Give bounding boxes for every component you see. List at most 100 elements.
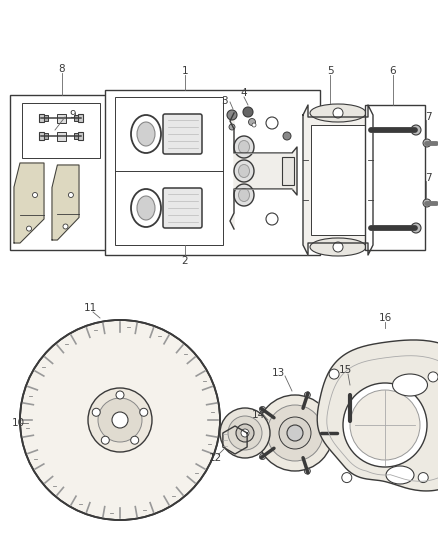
Circle shape xyxy=(343,383,427,467)
Bar xyxy=(74,133,78,139)
Circle shape xyxy=(260,407,265,413)
Circle shape xyxy=(227,110,237,120)
Circle shape xyxy=(342,473,352,482)
Circle shape xyxy=(350,390,420,460)
Bar xyxy=(10,95,115,250)
Polygon shape xyxy=(52,165,79,240)
Bar xyxy=(311,125,365,235)
Bar xyxy=(44,133,47,139)
Text: 10: 10 xyxy=(11,418,25,428)
Text: 13: 13 xyxy=(272,368,285,378)
Circle shape xyxy=(332,430,338,436)
Polygon shape xyxy=(223,426,247,454)
Bar xyxy=(39,115,44,122)
Bar xyxy=(78,115,83,122)
Text: 4: 4 xyxy=(241,88,247,98)
Text: 1: 1 xyxy=(182,66,188,76)
Text: 3: 3 xyxy=(221,96,227,106)
Circle shape xyxy=(63,224,68,229)
Circle shape xyxy=(266,117,278,129)
Ellipse shape xyxy=(137,196,155,220)
Circle shape xyxy=(423,139,431,147)
Circle shape xyxy=(411,223,421,233)
Circle shape xyxy=(333,108,343,118)
Text: 15: 15 xyxy=(339,365,352,375)
Text: 7: 7 xyxy=(425,173,431,183)
Circle shape xyxy=(140,408,148,416)
Text: 2: 2 xyxy=(182,256,188,266)
Circle shape xyxy=(20,320,220,520)
Circle shape xyxy=(116,391,124,399)
Circle shape xyxy=(252,123,256,127)
Circle shape xyxy=(228,416,262,450)
Circle shape xyxy=(241,429,249,437)
Ellipse shape xyxy=(131,115,161,153)
Ellipse shape xyxy=(239,165,250,177)
FancyBboxPatch shape xyxy=(163,114,202,154)
Bar xyxy=(22,103,100,158)
Circle shape xyxy=(98,398,142,442)
Circle shape xyxy=(428,372,438,382)
Polygon shape xyxy=(303,105,373,255)
Circle shape xyxy=(228,433,242,447)
Circle shape xyxy=(304,392,311,398)
Circle shape xyxy=(333,242,343,252)
Bar xyxy=(78,132,83,140)
Circle shape xyxy=(101,436,110,444)
Bar xyxy=(105,90,320,255)
Circle shape xyxy=(267,405,323,461)
Text: 12: 12 xyxy=(208,453,222,463)
Circle shape xyxy=(243,107,253,117)
Bar xyxy=(44,115,47,120)
Circle shape xyxy=(232,437,239,443)
Circle shape xyxy=(220,408,270,458)
Text: 14: 14 xyxy=(251,410,265,420)
Bar xyxy=(39,132,44,140)
Polygon shape xyxy=(317,340,438,491)
Circle shape xyxy=(27,226,32,231)
Circle shape xyxy=(32,192,38,198)
Circle shape xyxy=(411,125,421,135)
Ellipse shape xyxy=(239,189,250,201)
Circle shape xyxy=(68,192,74,198)
Text: 8: 8 xyxy=(59,64,65,74)
Text: 11: 11 xyxy=(83,303,97,313)
Ellipse shape xyxy=(386,466,414,484)
Circle shape xyxy=(131,436,139,444)
Text: 6: 6 xyxy=(390,66,396,76)
Ellipse shape xyxy=(234,136,254,158)
Bar xyxy=(115,97,223,245)
Ellipse shape xyxy=(239,141,250,154)
Circle shape xyxy=(236,424,254,442)
Polygon shape xyxy=(14,163,44,243)
Circle shape xyxy=(283,132,291,140)
Circle shape xyxy=(266,213,278,225)
Circle shape xyxy=(418,473,428,482)
Circle shape xyxy=(257,395,333,471)
Text: 7: 7 xyxy=(425,112,431,122)
Ellipse shape xyxy=(137,122,155,146)
Text: 9: 9 xyxy=(70,110,76,120)
Circle shape xyxy=(304,468,311,474)
Circle shape xyxy=(423,199,431,207)
Circle shape xyxy=(112,412,128,428)
Circle shape xyxy=(287,425,303,441)
Ellipse shape xyxy=(234,160,254,182)
Ellipse shape xyxy=(310,238,366,256)
Text: 5: 5 xyxy=(327,66,333,76)
Circle shape xyxy=(229,124,235,130)
Circle shape xyxy=(260,454,265,459)
Circle shape xyxy=(279,417,311,449)
Bar xyxy=(365,105,425,250)
Ellipse shape xyxy=(392,374,427,396)
Circle shape xyxy=(329,369,339,379)
Polygon shape xyxy=(230,113,297,229)
Ellipse shape xyxy=(131,189,161,227)
Circle shape xyxy=(248,118,255,125)
Bar xyxy=(57,114,66,123)
Bar xyxy=(74,115,78,120)
Circle shape xyxy=(92,408,100,416)
Circle shape xyxy=(88,388,152,452)
Ellipse shape xyxy=(310,104,366,122)
Circle shape xyxy=(344,389,356,401)
